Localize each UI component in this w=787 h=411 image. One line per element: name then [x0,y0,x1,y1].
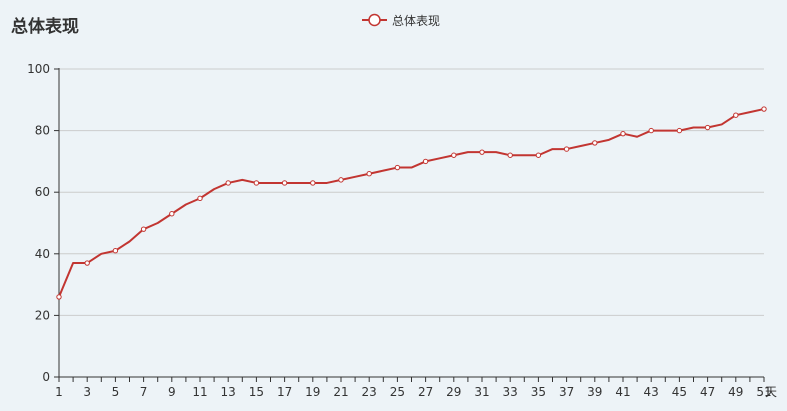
data-point[interactable] [451,152,457,158]
x-tick-label: 25 [390,385,405,399]
x-tick-label: 49 [728,385,743,399]
x-tick-label: 23 [362,385,377,399]
x-tick-label: 1 [55,385,63,399]
data-point[interactable] [422,158,429,165]
x-tick-label: 45 [672,385,687,399]
grid-lines [59,68,764,316]
x-tick-label: 43 [644,385,659,399]
x-tick-label: 33 [503,385,518,399]
data-point[interactable] [761,106,767,112]
x-tick-label: 15 [249,385,264,399]
y-tick-label: 60 [35,185,50,199]
data-point[interactable] [535,152,542,158]
data-point[interactable] [733,112,739,118]
data-point[interactable] [394,164,401,171]
data-point[interactable] [281,180,288,186]
data-point[interactable] [84,260,90,266]
x-tick-label: 3 [83,385,91,399]
data-point[interactable] [507,152,513,158]
data-point[interactable] [648,127,654,134]
x-tick-label: 19 [305,385,320,399]
x-tick-label: 9 [168,385,176,399]
x-tick-label: 35 [531,385,546,399]
x-tick-label: 31 [474,385,489,399]
x-tick-label: 17 [277,385,292,399]
x-tick-label: 29 [446,385,461,399]
data-point[interactable] [169,211,175,217]
x-tick-label: 27 [418,385,433,399]
data-point[interactable] [338,177,344,183]
data-point[interactable] [563,146,570,152]
x-tick-label: 7 [140,385,148,399]
data-point[interactable] [704,124,711,131]
x-tick-label: 51 [756,385,771,399]
x-axis-label: 天 [765,385,777,399]
legend-label: 总体表现 [392,13,441,28]
y-tick-label: 100 [27,62,50,76]
y-tick-label: 20 [35,308,50,322]
x-tick-label: 41 [615,385,630,399]
x-tick-label: 37 [559,385,574,399]
data-point[interactable] [112,248,119,254]
x-tick-label: 11 [192,385,207,399]
axes [54,68,765,382]
y-tick-label: 0 [42,370,50,384]
series-line [58,108,765,298]
data-point[interactable] [253,180,260,186]
x-tick-label: 21 [333,385,348,399]
data-point[interactable] [197,195,203,202]
series-layer [56,106,767,300]
x-tick-label: 39 [587,385,602,399]
data-point[interactable] [676,127,683,134]
legend-line-circle-icon [362,13,387,27]
data-point[interactable] [366,171,372,177]
x-tick-label: 5 [112,385,120,399]
data-point[interactable] [56,294,62,300]
data-point[interactable] [479,149,485,155]
data-point[interactable] [620,130,626,137]
legend[interactable]: 总体表现 [362,11,440,29]
y-tick-label: 40 [35,247,50,261]
data-point[interactable] [140,226,147,232]
chart-title: 总体表现 [11,17,79,37]
x-tick-label: 13 [221,385,236,399]
data-point[interactable] [592,140,598,146]
data-point[interactable] [225,180,231,186]
x-tick-label: 47 [700,385,715,399]
data-point[interactable] [310,180,316,186]
y-tick-label: 80 [35,124,50,138]
